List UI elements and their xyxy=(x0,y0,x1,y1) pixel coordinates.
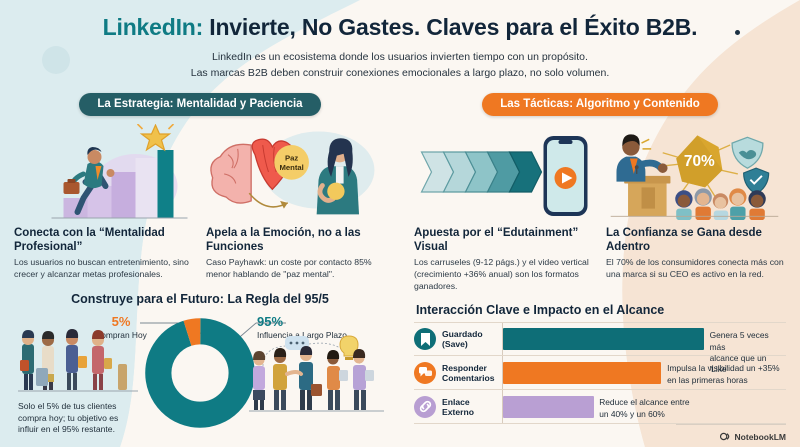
bar-fill xyxy=(503,361,662,384)
bar-row: Responder Comentarios Impulsa la visibil… xyxy=(414,356,786,391)
card-title: Apuesta por el “Edutainment” Visual xyxy=(414,226,579,253)
columns: Paz Mental Conecta con la “Mentalidad Pr… xyxy=(0,115,800,438)
right-column: 70% xyxy=(400,124,800,438)
bar-fill xyxy=(503,395,594,418)
bar-note-line-2: alcance que un 'Like' xyxy=(709,352,767,374)
donut-caption-small: Compran Hoy xyxy=(95,329,147,340)
bar-label-line-2: (Save) xyxy=(442,339,468,350)
donut-label-small: 5% Compran Hoy xyxy=(86,314,156,340)
right-pill-wrap: Las Tácticas: Algoritmo y Contenido xyxy=(400,92,800,116)
bar-note-line-1: Genera 5 veces más xyxy=(709,330,769,352)
left-cards: Conecta con la “Mentalidad Profesional” … xyxy=(14,226,386,281)
footer-divider xyxy=(676,424,786,425)
subtitle-line-1: LinkedIn es un ecosistema donde los usua… xyxy=(212,51,588,63)
bar-label-line-2: Comentarios xyxy=(442,372,495,383)
decorative-dot xyxy=(735,30,740,35)
donut-value-small: 5% xyxy=(111,313,131,329)
card-body: El 70% de los consumidores conecta más c… xyxy=(606,257,784,280)
illustration-career-climb xyxy=(14,115,197,220)
notebooklm-icon xyxy=(719,432,729,441)
brand-name: LinkedIn: xyxy=(102,14,204,40)
card-professional-mindset: Conecta con la “Mentalidad Profesional” … xyxy=(14,226,194,281)
illustration-networking-group xyxy=(249,335,384,412)
card-body: Los usuarios no buscan entretenimiento, … xyxy=(14,257,189,280)
footer-brand-label: NotebookLM xyxy=(734,431,786,442)
bar-track: Genera 5 veces más alcance que un 'Like' xyxy=(502,323,786,374)
donut-value-large: 95% xyxy=(257,313,284,329)
subtitle: LinkedIn es un ecosistema donde los usua… xyxy=(0,49,800,82)
bar-fill xyxy=(503,328,704,351)
bar-label: Guardado (Save) xyxy=(442,329,502,350)
bar-label: Responder Comentarios xyxy=(442,363,502,384)
card-edutainment: Apuesta por el “Edutainment” Visual Los … xyxy=(414,226,594,293)
orb-label-1: Paz xyxy=(285,153,298,162)
illustration-customers-group xyxy=(18,328,138,392)
page-title: LinkedIn: Invierte, No Gastes. Claves pa… xyxy=(0,14,800,41)
bar-note-line-1: Reduce el alcance entre xyxy=(599,397,690,408)
bar-label-line-1: Enlace xyxy=(442,396,470,407)
pill-tactics: Las Tácticas: Algoritmo y Contenido xyxy=(482,92,718,116)
pill-strategy: La Estrategia: Mentalidad y Paciencia xyxy=(79,92,321,116)
bar-note-line-1: Impulsa la visibilidad un +35% xyxy=(667,363,780,374)
bar-annotation: Impulsa la visibilidad un +35% en las pr… xyxy=(667,363,779,385)
decorative-circle xyxy=(42,46,70,74)
engagement-bar-chart: Guardado (Save) Genera 5 veces más alcan… xyxy=(414,322,786,425)
bar-row: Enlace Externo Reduce el alcance entre u… xyxy=(414,390,786,425)
left-column: Paz Mental Conecta con la “Mentalidad Pr… xyxy=(0,115,400,438)
donut-chart xyxy=(145,317,255,428)
subtitle-line-2: Las marcas B2B deben construir conexione… xyxy=(190,67,610,80)
right-section-title: Interacción Clave e Impacto en el Alcanc… xyxy=(416,303,665,318)
bar-label: Enlace Externo xyxy=(442,397,502,418)
right-cards: Apuesta por el “Edutainment” Visual Los … xyxy=(414,226,786,293)
bar-note-line-2: un 40% y un 60% xyxy=(599,408,665,419)
card-emotion-not-features: Apela a la Emoción, no a las Funciones C… xyxy=(206,226,386,281)
bar-annotation: Reduce el alcance entre un 40% y un 60% xyxy=(599,397,689,419)
title-rest: Invierte, No Gastes. Claves para el Éxit… xyxy=(203,14,698,40)
trust-badge-value: 70% xyxy=(684,153,715,170)
card-title: Conecta con la “Mentalidad Profesional” xyxy=(14,226,165,253)
bar-label-line-2: Externo xyxy=(442,406,474,417)
illustration-carousel-video xyxy=(414,124,597,220)
link-chain-icon xyxy=(414,395,436,418)
right-illustrations: 70% xyxy=(414,124,786,220)
illustration-brain-heart-emotion: Paz Mental xyxy=(203,124,386,220)
header: LinkedIn: Invierte, No Gastes. Claves pa… xyxy=(0,0,800,82)
donut-label-large: 95% Influencia a Largo Plazo xyxy=(257,314,362,340)
bar-row: Guardado (Save) Genera 5 veces más alcan… xyxy=(414,322,786,374)
card-body: Caso Payhawk: un coste por contacto 85% … xyxy=(206,257,372,280)
bar-label-line-1: Responder xyxy=(442,362,487,373)
donut-note: Solo el 5% de tus clientes compra hoy; t… xyxy=(18,400,119,435)
bookmark-icon xyxy=(414,328,436,351)
bar-track: Reduce el alcance entre un 40% y un 60% xyxy=(502,390,786,424)
left-illustrations: Paz Mental xyxy=(14,115,386,220)
card-title: Apela a la Emoción, no a las Funciones xyxy=(206,226,361,253)
left-pill-wrap: La Estrategia: Mentalidad y Paciencia xyxy=(0,92,400,116)
bar-track: Impulsa la visibilidad un +35% en las pr… xyxy=(502,356,786,390)
card-body: Los carruseles (9-12 págs.) y el video v… xyxy=(414,257,589,291)
footer-branding: NotebookLM xyxy=(719,431,786,442)
card-trust-from-within: La Confianza se Gana desde Adentro El 70… xyxy=(606,226,786,293)
donut-chart-block: 5% Compran Hoy 95% Influencia a Largo Pl… xyxy=(14,310,386,438)
bar-label-line-1: Guardado xyxy=(442,329,483,340)
orb-label-2: Mental xyxy=(279,163,303,172)
bar-annotation: Genera 5 veces más alcance que un 'Like' xyxy=(710,330,786,374)
bar-note-line-2: en las primeras horas xyxy=(667,374,748,385)
illustration-ceo-trust: 70% xyxy=(603,124,786,220)
comment-reply-icon xyxy=(414,361,436,384)
donut-caption-large: Influencia a Largo Plazo xyxy=(257,329,347,340)
card-title: La Confianza se Gana desde Adentro xyxy=(606,226,762,253)
section-pill-row: La Estrategia: Mentalidad y Paciencia La… xyxy=(0,92,800,116)
left-section-title: Construye para el Futuro: La Regla del 9… xyxy=(71,291,329,306)
